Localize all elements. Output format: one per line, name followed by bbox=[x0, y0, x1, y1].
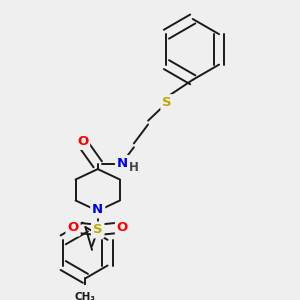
Text: N: N bbox=[92, 203, 103, 216]
Text: O: O bbox=[117, 221, 128, 235]
Text: CH₃: CH₃ bbox=[75, 292, 96, 300]
Text: O: O bbox=[68, 221, 79, 235]
Text: N: N bbox=[117, 157, 128, 170]
Text: O: O bbox=[77, 135, 88, 148]
Text: S: S bbox=[93, 224, 103, 236]
Text: S: S bbox=[162, 96, 172, 109]
Text: H: H bbox=[129, 161, 139, 174]
